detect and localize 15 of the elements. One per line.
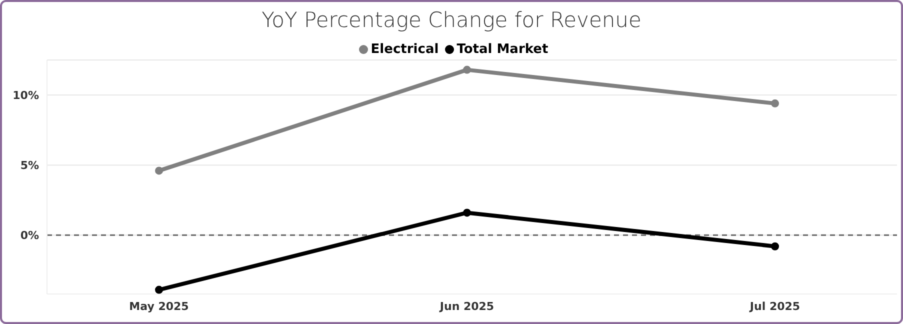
chart-title: YoY Percentage Change for Revenue: [260, 8, 642, 32]
point: [155, 286, 163, 294]
legend-label: Total Market: [456, 42, 548, 57]
y-tick-label: 0%: [20, 229, 39, 242]
point: [771, 242, 779, 250]
x-tick-label: Jul 2025: [748, 300, 800, 313]
point: [463, 66, 471, 74]
x-tick-label: Jun 2025: [438, 300, 494, 313]
point: [155, 166, 163, 175]
y-tick-label: 5%: [20, 158, 39, 172]
point: [463, 208, 471, 217]
point: [771, 99, 779, 108]
x-tick-label: May 2025: [129, 300, 189, 313]
y-tick-label: 10%: [12, 88, 39, 102]
legend-label: Electrical: [370, 42, 439, 57]
